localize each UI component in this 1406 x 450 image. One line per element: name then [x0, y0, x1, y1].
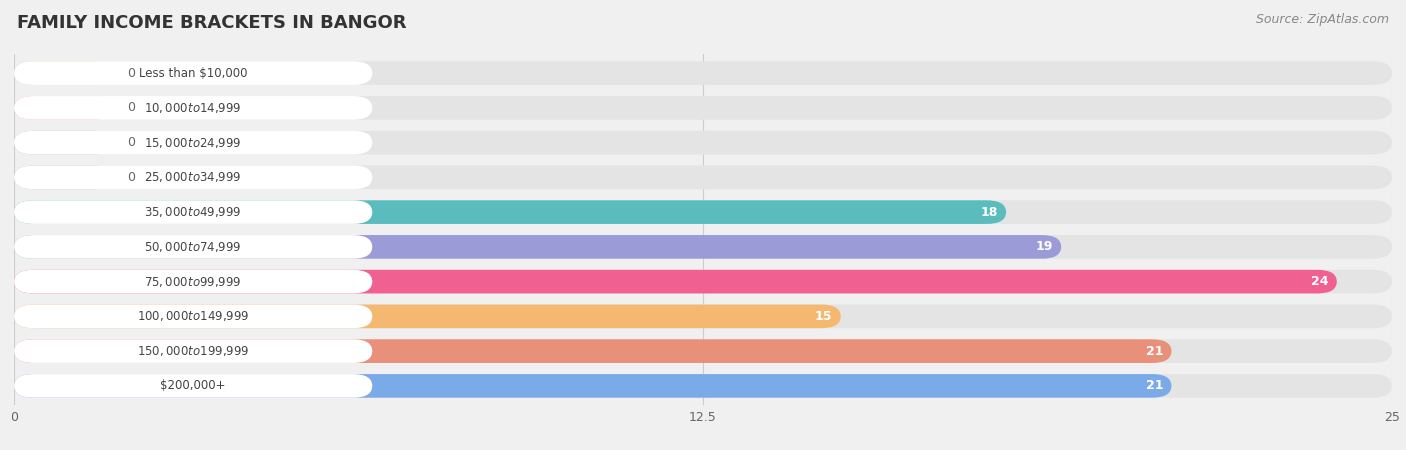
Text: $25,000 to $34,999: $25,000 to $34,999 — [145, 171, 242, 184]
Text: 19: 19 — [1036, 240, 1053, 253]
FancyBboxPatch shape — [14, 339, 1392, 363]
Text: $150,000 to $199,999: $150,000 to $199,999 — [136, 344, 249, 358]
FancyBboxPatch shape — [14, 374, 373, 398]
FancyBboxPatch shape — [14, 131, 373, 154]
Text: 15: 15 — [815, 310, 832, 323]
Text: 0: 0 — [127, 171, 135, 184]
Text: $35,000 to $49,999: $35,000 to $49,999 — [145, 205, 242, 219]
Text: $15,000 to $24,999: $15,000 to $24,999 — [145, 135, 242, 149]
FancyBboxPatch shape — [14, 235, 1062, 259]
Text: 0: 0 — [127, 136, 135, 149]
FancyBboxPatch shape — [14, 200, 373, 224]
Text: FAMILY INCOME BRACKETS IN BANGOR: FAMILY INCOME BRACKETS IN BANGOR — [17, 14, 406, 32]
Text: $50,000 to $74,999: $50,000 to $74,999 — [145, 240, 242, 254]
FancyBboxPatch shape — [14, 270, 1337, 293]
FancyBboxPatch shape — [14, 166, 114, 189]
FancyBboxPatch shape — [14, 131, 1392, 154]
FancyBboxPatch shape — [14, 339, 1171, 363]
FancyBboxPatch shape — [14, 305, 841, 328]
Text: 21: 21 — [1146, 345, 1163, 358]
FancyBboxPatch shape — [14, 61, 373, 85]
FancyBboxPatch shape — [14, 61, 114, 85]
Text: $200,000+: $200,000+ — [160, 379, 226, 392]
Text: Source: ZipAtlas.com: Source: ZipAtlas.com — [1256, 14, 1389, 27]
FancyBboxPatch shape — [14, 270, 373, 293]
Text: $100,000 to $149,999: $100,000 to $149,999 — [136, 310, 249, 324]
FancyBboxPatch shape — [14, 200, 1007, 224]
FancyBboxPatch shape — [14, 339, 373, 363]
FancyBboxPatch shape — [14, 374, 1392, 398]
FancyBboxPatch shape — [14, 374, 1171, 398]
FancyBboxPatch shape — [14, 270, 1392, 293]
FancyBboxPatch shape — [14, 96, 373, 120]
FancyBboxPatch shape — [14, 305, 373, 328]
FancyBboxPatch shape — [14, 96, 1392, 120]
Text: Less than $10,000: Less than $10,000 — [139, 67, 247, 80]
Text: 18: 18 — [980, 206, 998, 219]
Text: 0: 0 — [127, 67, 135, 80]
Text: 24: 24 — [1310, 275, 1329, 288]
FancyBboxPatch shape — [14, 235, 1392, 259]
Text: 0: 0 — [127, 101, 135, 114]
FancyBboxPatch shape — [14, 235, 373, 259]
FancyBboxPatch shape — [14, 305, 1392, 328]
FancyBboxPatch shape — [14, 131, 114, 154]
Text: $75,000 to $99,999: $75,000 to $99,999 — [145, 274, 242, 288]
FancyBboxPatch shape — [14, 96, 114, 120]
FancyBboxPatch shape — [14, 200, 1392, 224]
Text: 21: 21 — [1146, 379, 1163, 392]
Text: $10,000 to $14,999: $10,000 to $14,999 — [145, 101, 242, 115]
FancyBboxPatch shape — [14, 166, 373, 189]
FancyBboxPatch shape — [14, 166, 1392, 189]
FancyBboxPatch shape — [14, 61, 1392, 85]
